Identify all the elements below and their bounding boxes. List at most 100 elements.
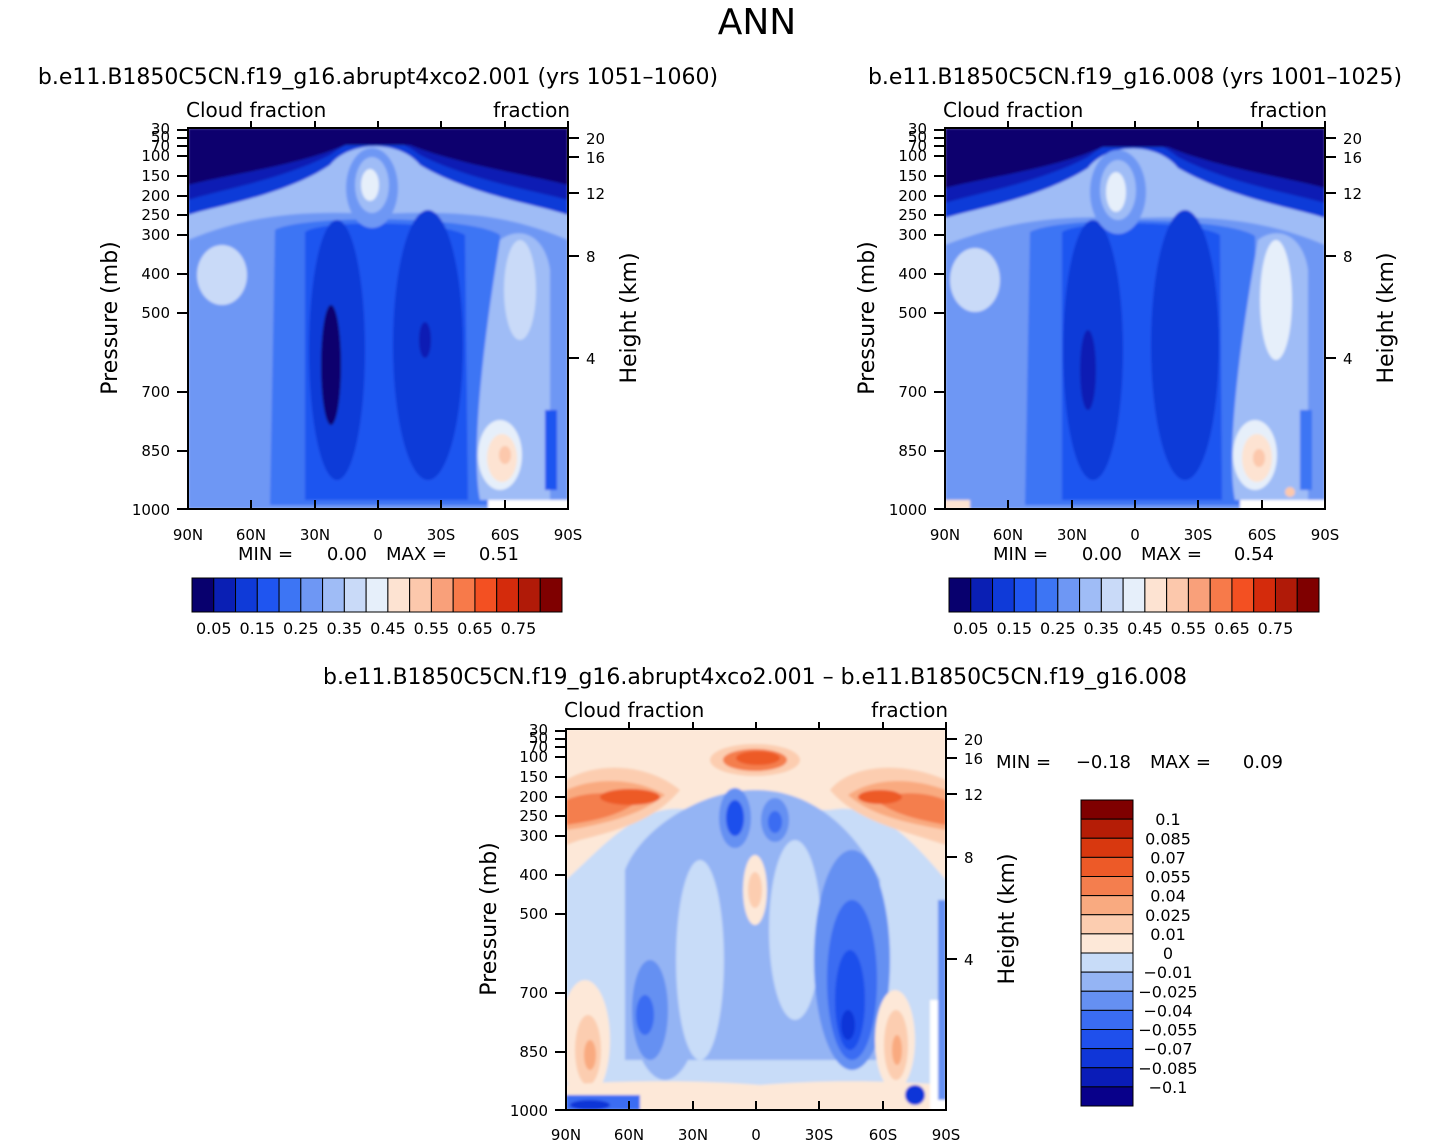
colorbar-label: 0.45	[370, 619, 406, 638]
colorbar-swatch	[278, 577, 302, 613]
panel-a-contours	[188, 128, 568, 509]
colorbar-label: 0.25	[1040, 619, 1076, 638]
panel-a-field	[188, 128, 568, 509]
panel-c-ytick: 150	[519, 768, 548, 786]
panel-b-xtick: 30S	[1184, 526, 1213, 544]
panel-b-ytick: 200	[898, 187, 927, 205]
panel-a-ytick: 700	[141, 383, 170, 401]
panel-c-xtick: 60N	[614, 1126, 644, 1144]
panel-b-rtick: 8	[1343, 248, 1353, 266]
colorbar-swatch	[1100, 577, 1124, 613]
panel-c-ytick: 500	[519, 905, 548, 923]
panel-c-xtick: 0	[751, 1126, 761, 1144]
colorbar-swatch	[409, 577, 432, 613]
panel-b-ytick: 400	[898, 265, 927, 283]
colorbar-label: −0.025	[1138, 982, 1197, 1001]
colorbar-swatch	[1079, 577, 1102, 613]
panel-c-ytick: 700	[519, 984, 548, 1002]
panel-c-ytick: 250	[519, 807, 548, 825]
panel-b-tickmarks	[934, 121, 1336, 510]
panel-b-xtick: 90S	[1311, 526, 1340, 544]
panel-a-xticks: 90N 60N 30N 0 30S 60S 90S	[173, 526, 582, 544]
panel-a-ytick: 250	[141, 206, 170, 224]
colorbar-swatch	[1080, 1009, 1134, 1030]
panel-b-ytick: 700	[898, 383, 927, 401]
colorbar-swatch	[365, 577, 389, 613]
panel-c-rtick: 16	[964, 750, 983, 768]
colorbar-swatch	[1080, 990, 1134, 1011]
colorbar-swatch	[1080, 933, 1134, 954]
panel-a-ytick: 50	[151, 128, 170, 146]
panel-c-field	[566, 729, 946, 1110]
panel-c-ytick: 50	[529, 729, 548, 747]
panel-c-right-subtitle: fraction	[871, 698, 948, 722]
colorbar-label: 0.55	[414, 619, 450, 638]
panel-b-contours	[945, 128, 1325, 509]
colorbar-label: 0.35	[1084, 619, 1120, 638]
colorbar-swatch	[256, 577, 280, 613]
colorbar-swatch	[992, 577, 1015, 613]
colorbar-swatch	[1166, 577, 1189, 613]
panel-b-ytick: 30	[908, 120, 927, 138]
panel-c-xtick: 30S	[805, 1126, 834, 1144]
colorbar-swatch	[300, 577, 324, 613]
panel-b-ytick: 100	[898, 147, 927, 165]
colorbar-swatch	[1209, 577, 1233, 613]
panel-a-ytick: 850	[141, 442, 170, 460]
panel-a-right-subtitle: fraction	[493, 98, 570, 122]
colorbar-swatch	[474, 577, 498, 613]
panel-a-ytick: 1000	[132, 501, 170, 519]
colorbar-swatch	[539, 577, 563, 613]
colorbar-label: 0.35	[327, 619, 363, 638]
panel-a-rtick: 8	[586, 248, 596, 266]
panel-a-rtick: 16	[586, 149, 605, 167]
colorbar-swatch	[1187, 577, 1211, 613]
panel-a-ytick: 100	[141, 147, 170, 165]
colorbar-swatch	[191, 577, 215, 613]
colorbar-swatch	[517, 577, 541, 613]
colorbar-swatch	[1274, 577, 1298, 613]
colorbar-swatch	[343, 577, 367, 613]
panel-a: b.e11.B1850C5CN.f19_g16.abrupt4xco2.001 …	[38, 65, 718, 638]
colorbar-swatch	[1080, 1067, 1134, 1088]
panel-c-ytick: 70	[529, 738, 548, 756]
colorbar-label: 0.05	[953, 619, 989, 638]
panel-c-colorbar: 0.10.0850.070.0550.040.0250.010−0.01−0.0…	[1080, 799, 1198, 1107]
colorbar-swatch	[430, 577, 454, 613]
panel-b-ylabel: Pressure (mb)	[855, 241, 880, 395]
panel-a-xtick: 90N	[173, 526, 203, 544]
panel-b-ytick: 150	[898, 167, 927, 185]
colorbar-swatch	[387, 577, 411, 613]
panel-a-tickmarks	[177, 121, 579, 510]
panel-c-xticks: 90N 60N 30N 0 30S 60S 90S	[551, 1126, 960, 1144]
panel-c-ytick: 1000	[510, 1102, 548, 1120]
panel-b-ytick: 1000	[889, 501, 927, 519]
colorbar-label: −0.055	[1138, 1021, 1197, 1040]
panel-b-ytick: 70	[908, 137, 927, 155]
panel-a-ytick: 500	[141, 304, 170, 322]
colorbar-label: 0.1	[1155, 810, 1180, 829]
panel-a-xtick: 30N	[300, 526, 330, 544]
panel-b-xtick: 0	[1130, 526, 1140, 544]
colorbar-label: 0.75	[501, 619, 537, 638]
colorbar-label: −0.04	[1143, 1001, 1192, 1020]
panel-b-ytick: 250	[898, 206, 927, 224]
panel-b-rtick: 12	[1343, 185, 1362, 203]
colorbar-swatch	[1080, 914, 1134, 935]
panel-a-colorbar: 0.05 0.15 0.25 0.35 0.45 0.55 0.65 0.75	[191, 577, 563, 638]
colorbar-swatch	[970, 577, 994, 613]
panel-c-right-label: Height (km)	[995, 853, 1020, 984]
panel-c-ytick: 100	[519, 748, 548, 766]
colorbar-label: 0.085	[1145, 829, 1191, 848]
panel-b-title: b.e11.B1850C5CN.f19_g16.008 (yrs 1001–10…	[868, 65, 1402, 90]
panel-b-yticks: 30 50 70 100 150 200 250 300 400 500 700…	[889, 120, 927, 519]
panel-c: b.e11.B1850C5CN.f19_g16.abrupt4xco2.001 …	[323, 665, 1283, 1144]
panel-b-min-label: MIN =	[993, 544, 1048, 565]
colorbar-swatch	[1080, 1048, 1134, 1069]
panel-b-right-label: Height (km)	[1374, 252, 1399, 383]
colorbar-swatch	[1080, 952, 1134, 973]
panel-a-left-subtitle: Cloud fraction	[186, 98, 326, 122]
colorbar-label: 0.15	[996, 619, 1032, 638]
colorbar-label: 0.75	[1258, 619, 1294, 638]
panel-a-rtick: 20	[586, 130, 605, 148]
